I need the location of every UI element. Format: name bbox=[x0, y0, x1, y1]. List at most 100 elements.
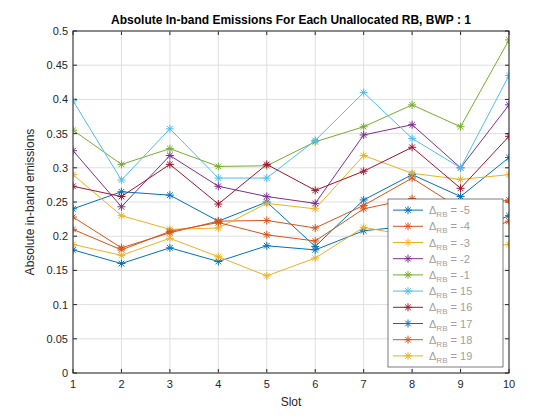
tick-label: 0.2 bbox=[53, 230, 68, 242]
grid-line bbox=[73, 99, 509, 100]
tick bbox=[315, 369, 316, 373]
marker bbox=[117, 212, 125, 220]
marker bbox=[263, 160, 271, 168]
marker bbox=[360, 151, 368, 159]
marker bbox=[457, 164, 465, 172]
tick bbox=[505, 65, 509, 66]
marker bbox=[73, 240, 77, 248]
legend-marker bbox=[404, 255, 412, 263]
marker bbox=[73, 225, 77, 233]
marker bbox=[505, 196, 509, 204]
legend-marker bbox=[404, 287, 412, 295]
marker bbox=[166, 145, 174, 153]
series-line bbox=[73, 155, 509, 229]
marker bbox=[214, 219, 222, 227]
marker bbox=[214, 174, 222, 182]
marker bbox=[505, 154, 509, 162]
marker bbox=[73, 97, 77, 105]
marker bbox=[214, 200, 222, 208]
legend-label: ΔRB = 15 bbox=[429, 285, 472, 300]
tick bbox=[73, 338, 77, 339]
tick bbox=[315, 31, 316, 35]
marker bbox=[457, 184, 465, 192]
marker bbox=[263, 231, 271, 239]
legend-label: ΔRB = -1 bbox=[429, 269, 470, 284]
legend-label-sub: RB bbox=[436, 275, 447, 284]
marker bbox=[505, 217, 509, 225]
legend-label-part: = -2 bbox=[447, 253, 469, 265]
marker bbox=[505, 171, 509, 179]
marker bbox=[117, 176, 125, 184]
grid-line bbox=[73, 167, 509, 168]
marker bbox=[166, 160, 174, 168]
tick-label: 9 bbox=[457, 378, 463, 390]
marker bbox=[311, 136, 319, 144]
marker bbox=[117, 203, 125, 211]
tick-label: 10 bbox=[503, 378, 515, 390]
marker bbox=[263, 242, 271, 250]
tick-label: 0.45 bbox=[47, 59, 68, 71]
marker bbox=[408, 143, 416, 151]
marker bbox=[505, 132, 509, 140]
legend-label: ΔRB = -2 bbox=[429, 253, 470, 268]
marker bbox=[505, 101, 509, 109]
marker bbox=[408, 101, 416, 109]
legend-label-sub: RB bbox=[436, 356, 447, 365]
legend-marker bbox=[404, 336, 412, 344]
legend-label: ΔRB = -4 bbox=[429, 220, 470, 235]
marker bbox=[214, 182, 222, 190]
tick-label: 0.5 bbox=[53, 25, 68, 37]
marker bbox=[360, 223, 368, 231]
chart: 1234567891000.050.10.150.20.250.30.350.4… bbox=[0, 0, 560, 420]
tick bbox=[460, 31, 461, 35]
marker bbox=[166, 244, 174, 252]
tick-label: 4 bbox=[215, 378, 221, 390]
tick-label: 6 bbox=[312, 378, 318, 390]
legend-label-sub: RB bbox=[436, 243, 447, 252]
title: Absolute In-band Emissions For Each Unal… bbox=[111, 13, 471, 27]
legend-label-part: = -4 bbox=[447, 220, 469, 232]
legend-label-part: = 16 bbox=[447, 301, 472, 313]
marker bbox=[166, 151, 174, 159]
legend-label-part: = -5 bbox=[447, 204, 469, 216]
tick-label: 0.05 bbox=[47, 333, 68, 345]
tick-label: 0.4 bbox=[53, 93, 68, 105]
marker bbox=[166, 125, 174, 133]
legend-label: ΔRB = 18 bbox=[429, 334, 472, 349]
tick bbox=[412, 369, 413, 373]
tick bbox=[169, 31, 170, 35]
legend-label: ΔRB = 17 bbox=[429, 318, 472, 333]
grid-line bbox=[73, 133, 509, 134]
tick bbox=[505, 270, 509, 271]
legend-label-part: = -3 bbox=[447, 237, 469, 249]
marker bbox=[360, 131, 368, 139]
tick bbox=[460, 369, 461, 373]
legend-label-part: = 19 bbox=[447, 350, 472, 362]
axes-frame bbox=[73, 31, 509, 373]
marker bbox=[360, 167, 368, 175]
marker bbox=[117, 193, 125, 201]
x-label: Slot bbox=[281, 395, 302, 409]
tick bbox=[73, 133, 77, 134]
marker bbox=[360, 89, 368, 97]
marker bbox=[408, 121, 416, 129]
tick bbox=[73, 202, 77, 203]
grid-line bbox=[73, 65, 509, 66]
marker bbox=[457, 175, 465, 183]
tick-label: 0.35 bbox=[47, 128, 68, 140]
marker bbox=[311, 224, 319, 232]
legend-marker bbox=[404, 206, 412, 214]
tick bbox=[73, 167, 77, 168]
marker bbox=[311, 199, 319, 207]
legend-label-part: = 15 bbox=[447, 285, 472, 297]
legend-box bbox=[388, 199, 503, 367]
marker bbox=[505, 71, 509, 79]
tick bbox=[363, 31, 364, 35]
tick bbox=[266, 31, 267, 35]
tick bbox=[505, 338, 509, 339]
marker bbox=[263, 272, 271, 280]
y-label: Absolute in-band emissions bbox=[23, 129, 37, 276]
tick-label: 0.3 bbox=[53, 162, 68, 174]
tick bbox=[73, 304, 77, 305]
tick bbox=[363, 369, 364, 373]
